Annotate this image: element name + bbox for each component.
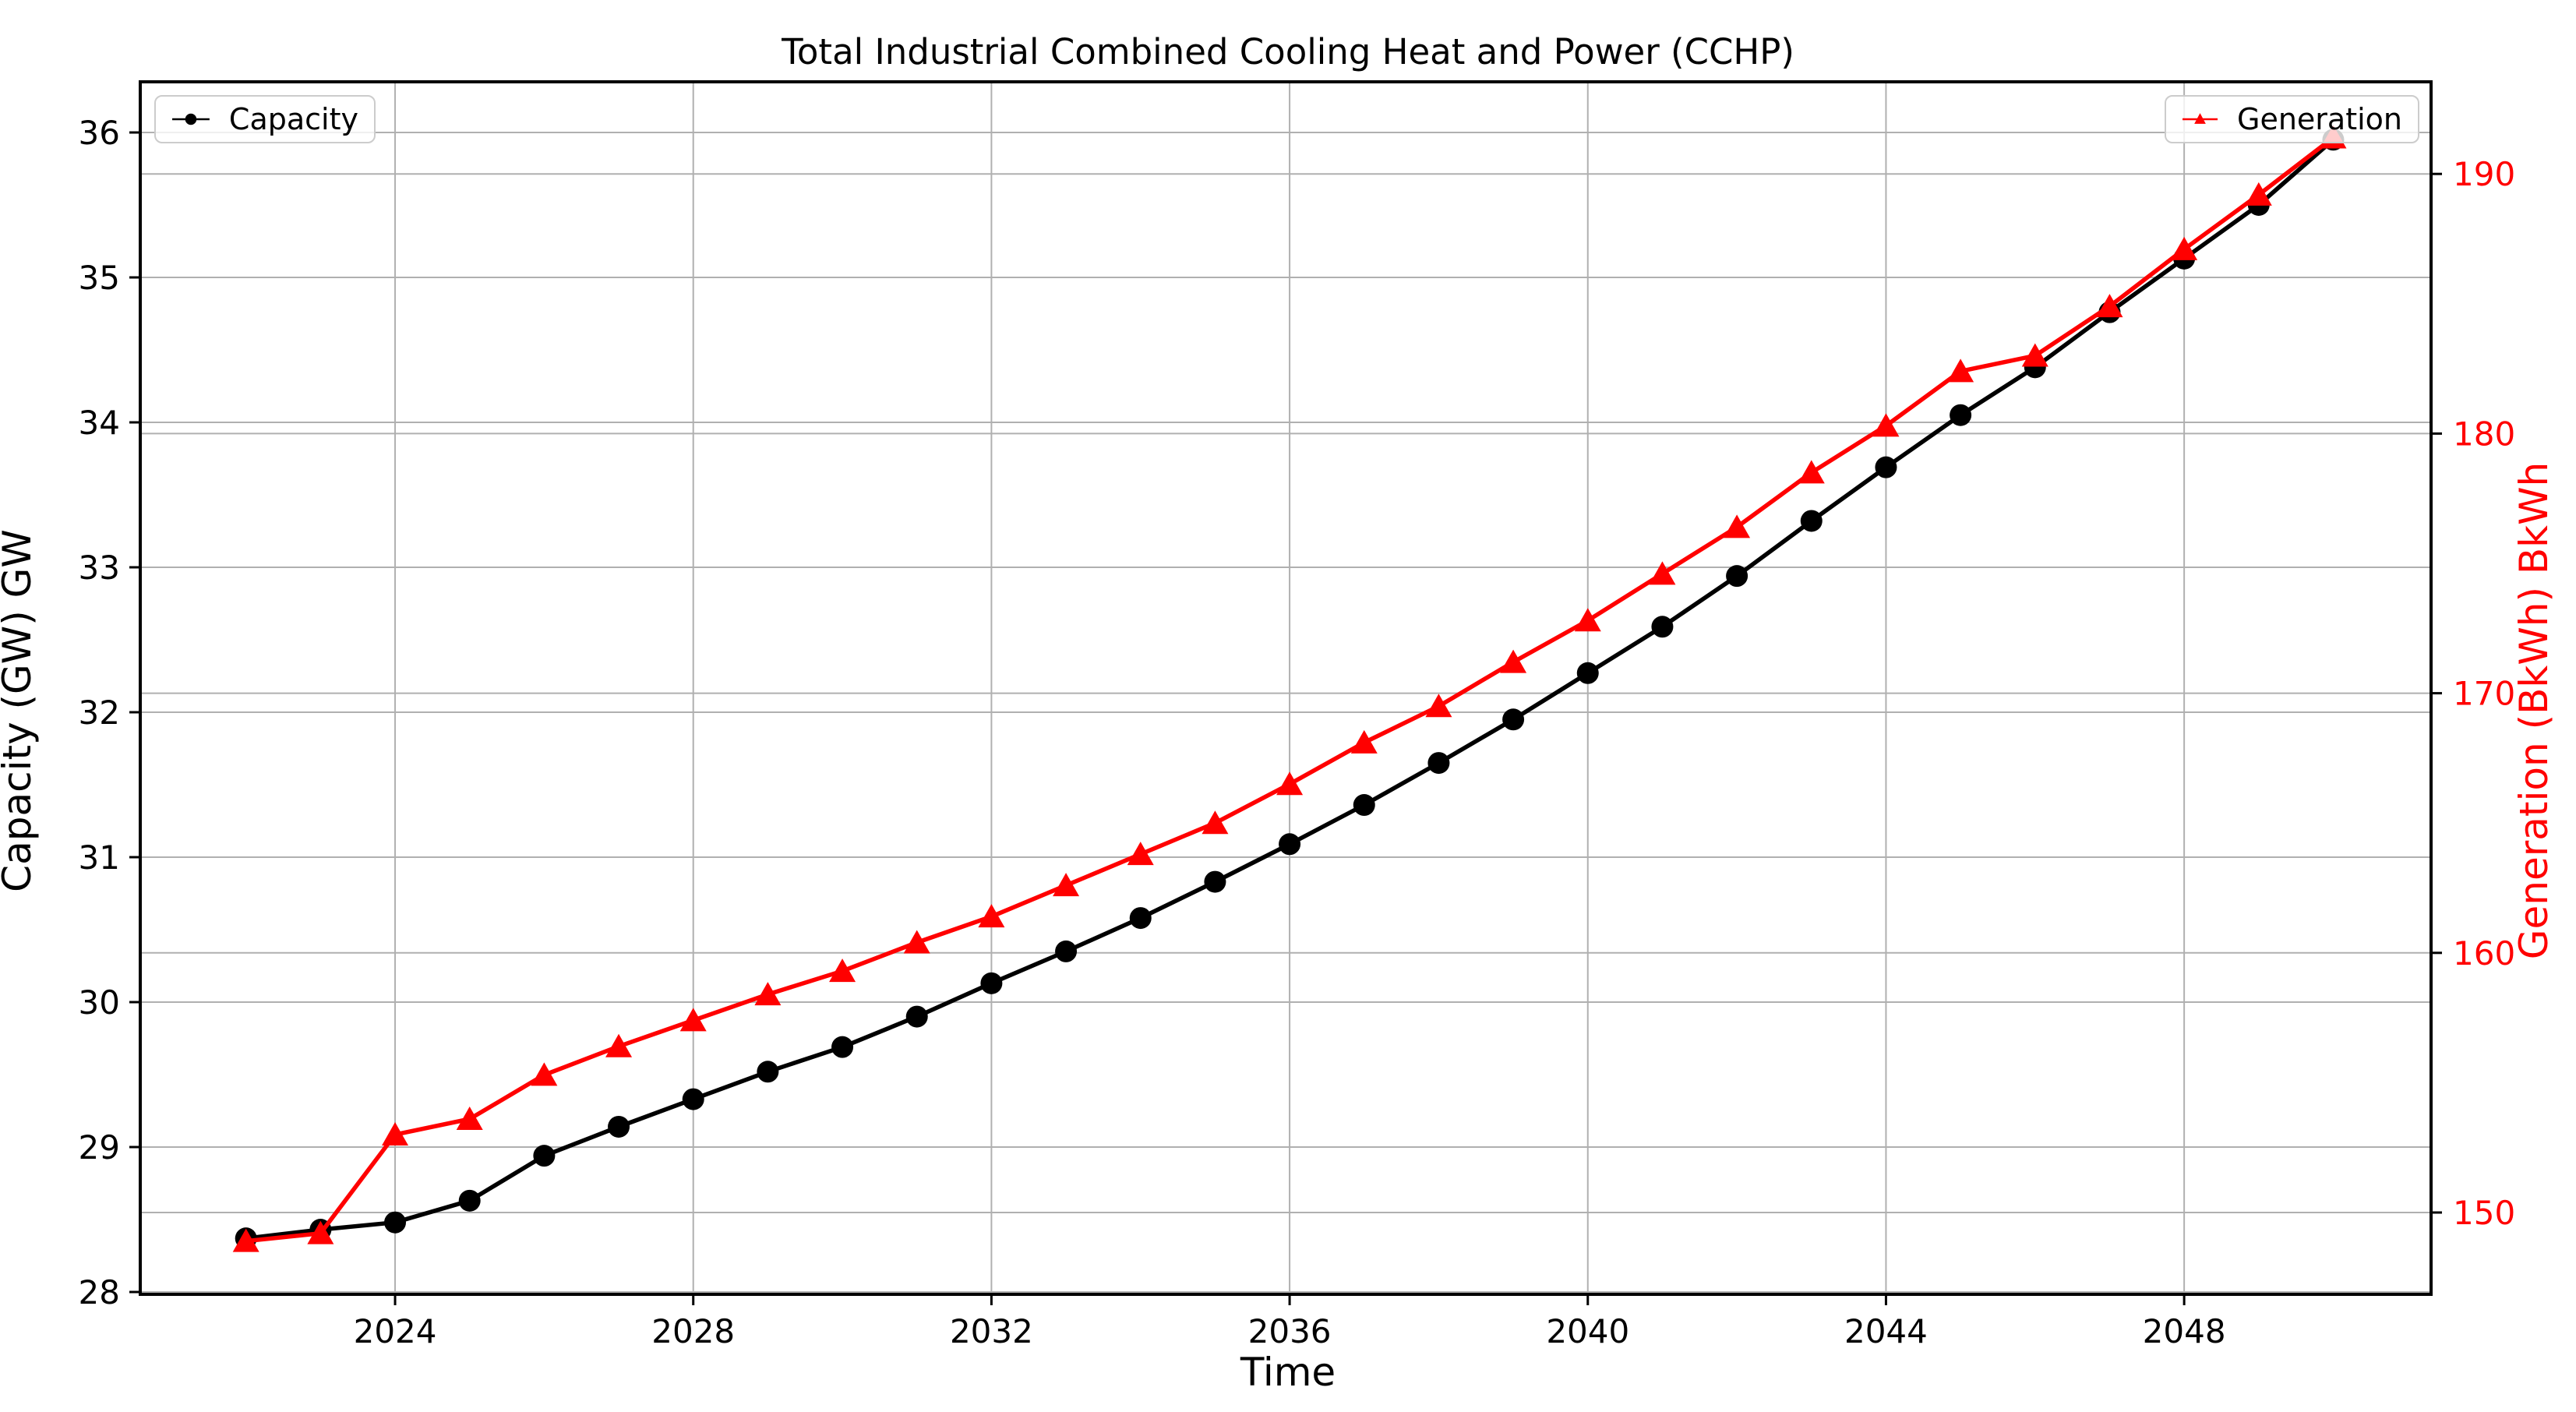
data-point-capacity (757, 1061, 779, 1083)
data-point-capacity (1204, 870, 1226, 893)
data-point-generation (1425, 694, 1452, 718)
data-point-capacity (1502, 708, 1525, 731)
x-tick-label: 2024 (354, 1312, 437, 1350)
data-point-generation (2245, 182, 2272, 206)
x-tick-label: 2044 (1844, 1312, 1928, 1350)
data-point-capacity (1950, 404, 1972, 426)
data-point-generation (232, 1228, 259, 1252)
data-point-generation (754, 982, 782, 1006)
data-point-capacity (905, 1005, 928, 1028)
data-point-capacity (384, 1211, 407, 1234)
x-tick-label: 2036 (1248, 1312, 1332, 1350)
data-point-generation (307, 1220, 334, 1244)
right-tick-label: 150 (2453, 1194, 2515, 1232)
left-tick-label: 35 (79, 259, 120, 297)
data-point-generation (1053, 873, 1080, 897)
data-point-capacity (1800, 510, 1823, 532)
x-tick-label: 2040 (1546, 1312, 1629, 1350)
x-axis-label: Time (1240, 1350, 1336, 1395)
data-point-generation (1500, 649, 1527, 673)
legend-capacity: Capacity (154, 95, 376, 143)
data-point-capacity (1875, 456, 1897, 478)
right-tick-label: 160 (2453, 934, 2515, 973)
left-tick-label: 28 (79, 1273, 120, 1311)
legend-generation: Generation (2165, 95, 2419, 143)
axes-frame (139, 80, 2433, 1296)
right-tick-label: 170 (2453, 675, 2515, 713)
data-point-generation (2171, 236, 2198, 260)
chart-title: Total Industrial Combined Cooling Heat a… (782, 31, 1794, 72)
generation-line-marker-icon (2182, 113, 2218, 124)
data-point-generation (531, 1062, 558, 1086)
left-tick-label: 29 (79, 1128, 120, 1167)
data-point-generation (903, 930, 930, 954)
left-y-axis-label: Capacity (GW) GW (0, 529, 40, 892)
data-point-capacity (1279, 833, 1301, 856)
data-point-generation (679, 1008, 707, 1032)
data-point-generation (1798, 460, 1825, 484)
data-point-generation (2096, 294, 2123, 318)
data-point-generation (1649, 561, 1676, 585)
data-point-generation (605, 1033, 633, 1057)
data-point-generation (1724, 514, 1751, 538)
data-point-capacity (980, 972, 1003, 994)
data-point-capacity (831, 1036, 854, 1058)
capacity-line-marker-icon (172, 113, 210, 125)
left-tick-label: 32 (79, 694, 120, 732)
data-point-generation (382, 1122, 409, 1146)
right-tick-label: 190 (2453, 155, 2515, 193)
legend-capacity-label: Capacity (228, 102, 358, 136)
data-point-generation (1276, 771, 1304, 796)
x-tick-label: 2028 (651, 1312, 735, 1350)
data-point-capacity (682, 1088, 704, 1110)
legend-generation-label: Generation (2237, 102, 2402, 136)
data-point-generation (1872, 413, 1900, 437)
x-tick-label: 2032 (950, 1312, 1033, 1350)
data-point-capacity (1129, 907, 1152, 930)
data-point-generation (1350, 729, 1378, 754)
left-tick-label: 34 (79, 404, 120, 442)
data-point-capacity (1427, 752, 1450, 775)
data-point-capacity (608, 1115, 630, 1138)
data-point-capacity (458, 1189, 481, 1212)
data-point-capacity (533, 1145, 556, 1167)
left-tick-label: 30 (79, 983, 120, 1022)
data-point-generation (456, 1107, 483, 1131)
left-tick-label: 36 (79, 114, 120, 152)
x-tick-label: 2048 (2143, 1312, 2226, 1350)
right-y-axis-label: Generation (BkWh) BkWh (2511, 461, 2557, 960)
data-point-capacity (1055, 940, 1078, 962)
left-tick-label: 31 (79, 838, 120, 877)
data-point-capacity (1353, 794, 1375, 817)
data-point-generation (1947, 358, 1974, 383)
data-point-generation (1574, 608, 1601, 632)
data-point-generation (1127, 842, 1154, 866)
data-point-generation (978, 904, 1005, 928)
data-point-generation (829, 958, 856, 983)
right-tick-label: 180 (2453, 415, 2515, 453)
left-tick-label: 33 (79, 549, 120, 587)
data-point-capacity (1651, 616, 1674, 638)
data-point-generation (1202, 810, 1229, 835)
data-point-generation (2021, 343, 2048, 367)
data-point-capacity (1576, 662, 1599, 684)
data-point-capacity (1726, 565, 1749, 588)
